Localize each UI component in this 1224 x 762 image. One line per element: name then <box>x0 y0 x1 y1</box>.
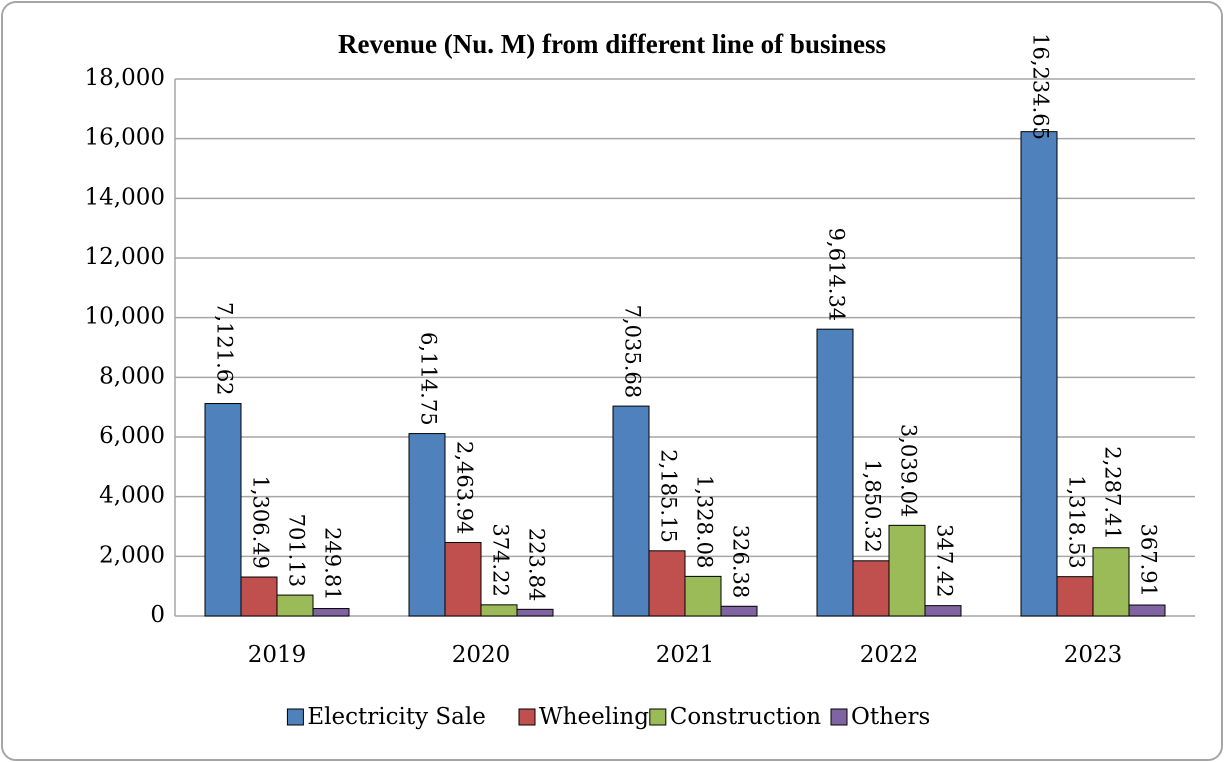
legend-label: Others <box>851 704 930 730</box>
x-tick-label: 2019 <box>248 642 307 668</box>
y-tick-label: 6,000 <box>99 423 165 449</box>
legend-swatch <box>286 708 304 726</box>
bar <box>276 594 314 617</box>
bar <box>816 328 854 617</box>
bar <box>888 524 926 617</box>
y-tick-label: 4,000 <box>99 483 165 509</box>
bar <box>612 405 650 617</box>
bar <box>444 541 482 617</box>
value-label: 249.81 <box>321 527 345 600</box>
value-label: 7,121.62 <box>213 302 237 396</box>
value-label: 1,306.49 <box>249 476 273 570</box>
x-tick-label: 2022 <box>860 642 919 668</box>
value-label: 1,850.32 <box>861 459 885 553</box>
bar <box>240 576 278 617</box>
bar <box>720 605 758 617</box>
value-label: 2,185.15 <box>657 449 681 543</box>
legend-swatch <box>518 708 536 726</box>
legend-label: Construction <box>670 704 821 730</box>
y-tick-label: 16,000 <box>85 125 165 151</box>
y-tick-label: 14,000 <box>85 184 165 210</box>
bar <box>648 550 686 617</box>
value-label: 7,035.68 <box>621 305 645 399</box>
bar <box>684 575 722 617</box>
bar <box>408 433 446 617</box>
value-label: 347.42 <box>933 524 957 597</box>
bar <box>924 605 962 617</box>
value-label: 223.84 <box>525 528 549 601</box>
value-label: 2,463.94 <box>453 441 477 535</box>
x-tick-label: 2023 <box>1064 642 1123 668</box>
value-label: 326.38 <box>729 525 753 598</box>
value-label: 367.91 <box>1137 524 1161 597</box>
legend-swatch <box>649 708 667 726</box>
chart-title: Revenue (Nu. M) from different line of b… <box>338 29 886 59</box>
value-label: 3,039.04 <box>897 424 921 518</box>
legend-swatch <box>830 708 848 726</box>
y-tick-label: 12,000 <box>85 244 165 270</box>
bar <box>312 608 350 617</box>
legend-label: Electricity Sale <box>307 704 485 730</box>
bar <box>1092 547 1130 617</box>
bar <box>1128 604 1166 617</box>
y-tick-label: 2,000 <box>99 542 165 568</box>
bar <box>480 604 518 617</box>
bar <box>852 560 890 617</box>
value-label: 1,328.08 <box>693 475 717 569</box>
value-label: 1,318.53 <box>1065 475 1089 569</box>
bar <box>204 403 242 617</box>
value-label: 16,234.65 <box>1029 33 1053 140</box>
legend-label: Wheeling <box>539 704 649 730</box>
y-tick-label: 8,000 <box>99 363 165 389</box>
value-label: 701.13 <box>285 514 309 587</box>
value-label: 374.22 <box>489 523 513 596</box>
value-label: 9,614.34 <box>825 228 849 322</box>
x-tick-label: 2020 <box>452 642 511 668</box>
bar <box>1056 576 1094 617</box>
x-tick-label: 2021 <box>656 642 715 668</box>
bar <box>516 608 554 617</box>
value-label: 6,114.75 <box>417 332 441 426</box>
y-tick-label: 18,000 <box>85 65 165 91</box>
y-tick-label: 0 <box>150 602 165 628</box>
bar <box>1020 131 1058 617</box>
y-tick-label: 10,000 <box>85 304 165 330</box>
value-label: 2,287.41 <box>1101 446 1125 540</box>
